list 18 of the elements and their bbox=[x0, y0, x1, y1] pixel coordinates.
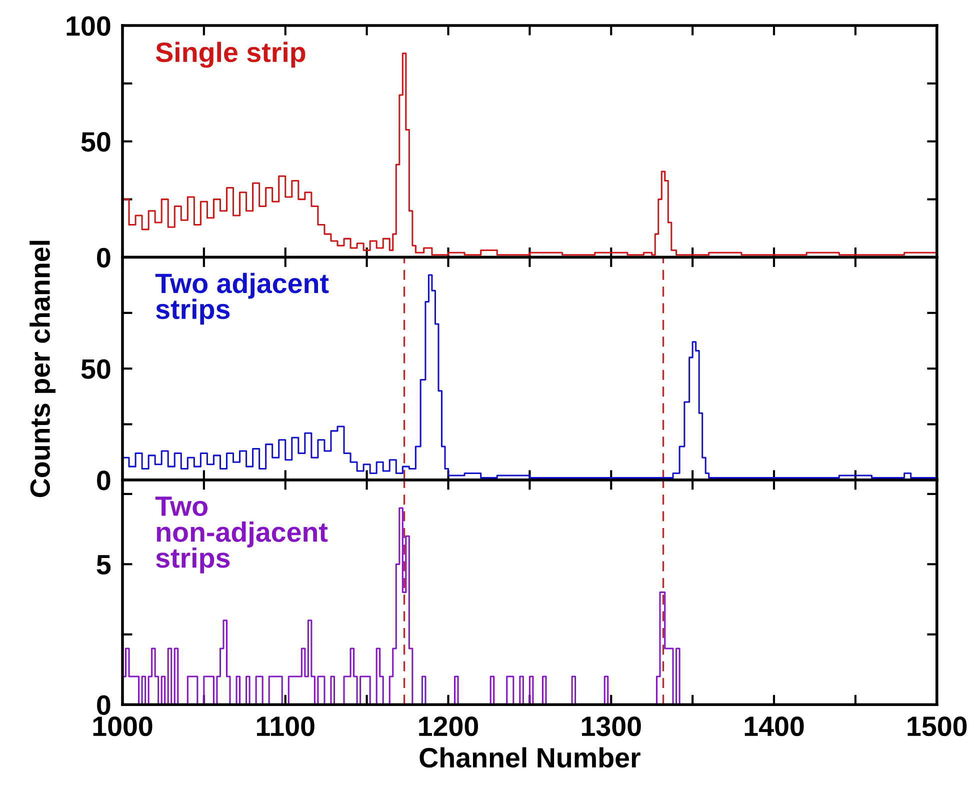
y-axis-title: Counts per channel bbox=[30, 240, 56, 498]
y-tick-label: 0 bbox=[97, 470, 110, 490]
x-tick-label: 1400 bbox=[744, 716, 804, 736]
y-tick-label: 100 bbox=[66, 16, 110, 36]
x-tick-label: 1500 bbox=[908, 716, 967, 736]
text: Single strip bbox=[156, 42, 306, 68]
x-tick-label: 1000 bbox=[93, 716, 152, 736]
x-tick-label: 1100 bbox=[256, 716, 314, 736]
x-tick-label: 1300 bbox=[582, 716, 641, 736]
y-tick-label: 50 bbox=[81, 359, 110, 379]
series-label: Two non-adjacent strips bbox=[155, 496, 328, 574]
y-tick-label: 5 bbox=[96, 555, 111, 575]
x-axis-title: Channel Number bbox=[420, 747, 640, 768]
y-tick-label: 0 bbox=[97, 248, 110, 268]
x-tick-label: 1200 bbox=[419, 716, 478, 736]
text: Two adjacent strips bbox=[155, 272, 329, 325]
y-tick-label: 0 bbox=[97, 695, 110, 715]
y-tick-label: 50 bbox=[81, 132, 110, 152]
